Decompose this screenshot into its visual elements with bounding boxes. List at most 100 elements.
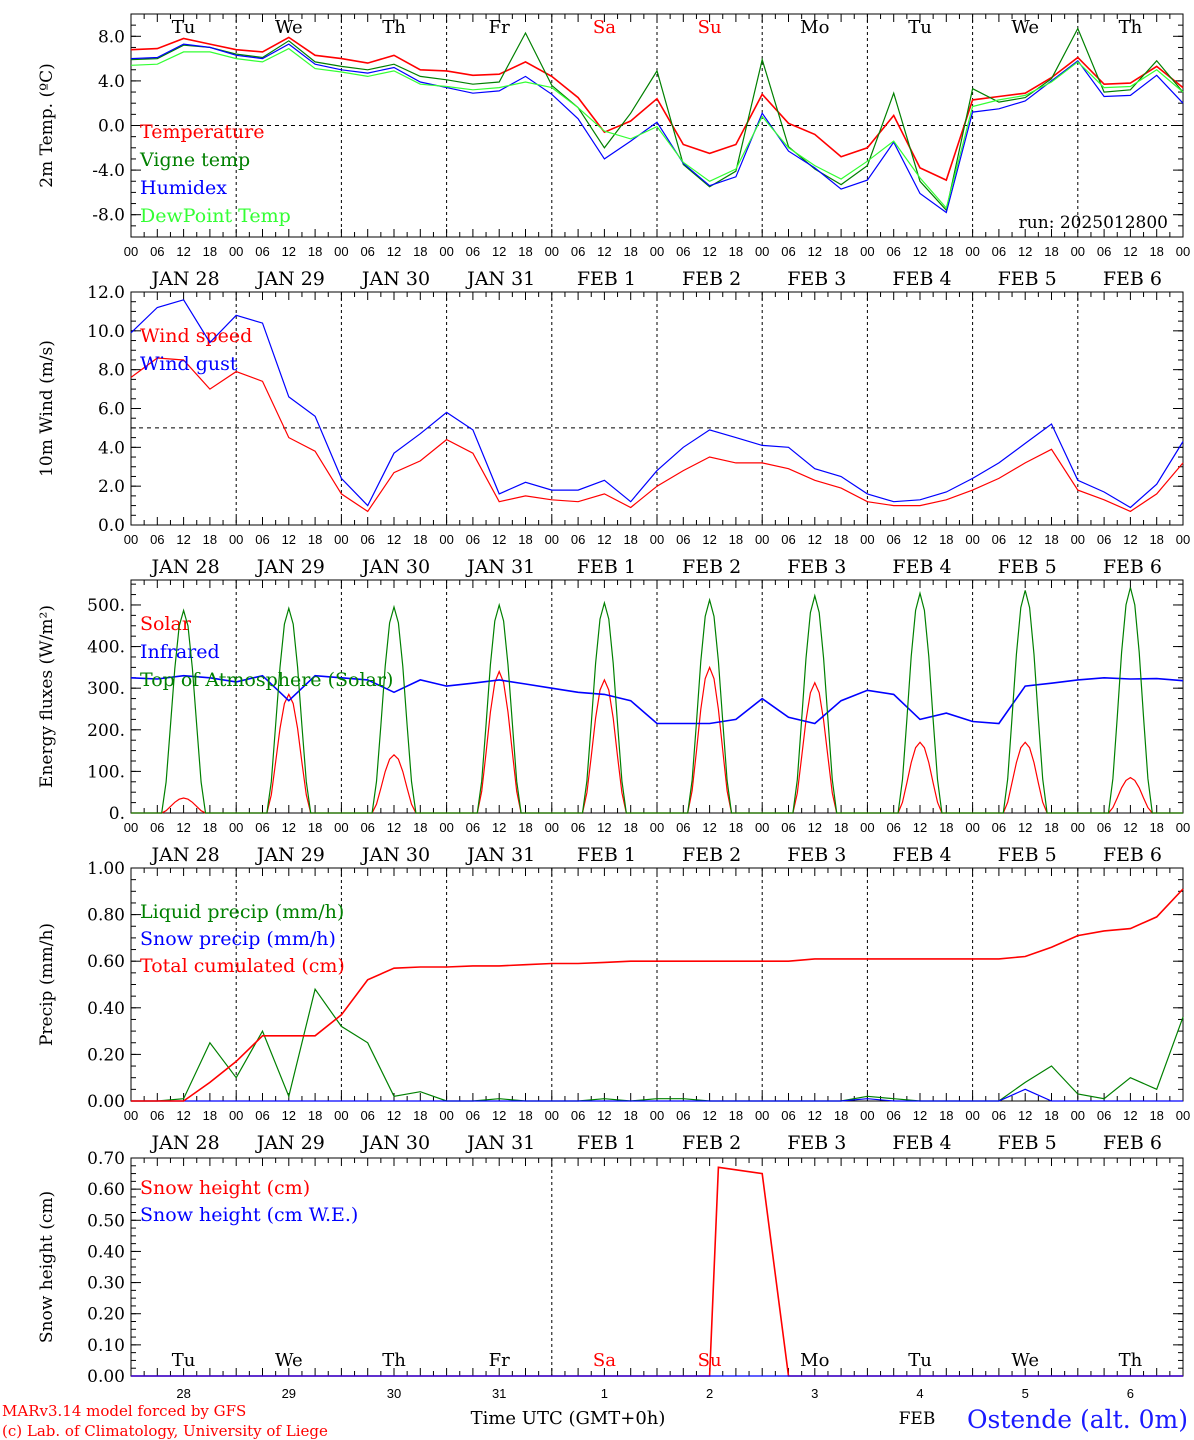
month-label: FEB <box>899 1409 936 1429</box>
hour-label: 06 <box>360 532 374 547</box>
hour-label: 06 <box>1097 244 1111 259</box>
day-number-label: 3 <box>811 1386 818 1401</box>
hour-label: 12 <box>1123 1108 1137 1123</box>
y-tick-label: 200. <box>87 721 125 741</box>
hour-label: 12 <box>176 1108 190 1123</box>
hour-label: 00 <box>755 820 769 835</box>
hour-label: 06 <box>466 1108 480 1123</box>
hour-label: 18 <box>729 532 743 547</box>
date-label: JAN 29 <box>255 1132 325 1154</box>
y-tick-label: 8.0 <box>98 361 125 381</box>
series-line-infrared <box>130 674 1184 725</box>
date-label: JAN 30 <box>360 556 430 578</box>
hour-label: 12 <box>282 1108 296 1123</box>
y-tick-label: -8.0 <box>92 206 125 226</box>
hour-label: 12 <box>702 1108 716 1123</box>
hour-label: 06 <box>886 532 900 547</box>
date-label: FEB 4 <box>892 268 951 290</box>
hour-label: 12 <box>492 820 506 835</box>
hour-label: 00 <box>545 1108 559 1123</box>
weekday-label: Mo <box>800 1350 829 1371</box>
y-tick-label: 0.00 <box>87 1367 125 1387</box>
date-label: FEB 2 <box>682 268 741 290</box>
series-line-wind-gust <box>130 299 1184 509</box>
hour-label: 00 <box>650 244 664 259</box>
hour-label: 18 <box>413 1108 427 1123</box>
hour-label: 06 <box>781 1108 795 1123</box>
hour-label: 18 <box>203 1108 217 1123</box>
y-tick-label: 0.60 <box>87 952 125 972</box>
hour-label: 00 <box>1071 532 1085 547</box>
hour-label: 12 <box>492 244 506 259</box>
hour-label: 12 <box>913 244 927 259</box>
hour-label: 00 <box>755 244 769 259</box>
hour-label: 06 <box>1097 820 1111 835</box>
y-tick-label: 10.0 <box>87 322 125 342</box>
date-label: FEB 1 <box>577 1132 636 1154</box>
hour-label: 18 <box>939 820 953 835</box>
hour-label: 06 <box>676 244 690 259</box>
legend-entry: Liquid precip (mm/h) <box>140 901 344 923</box>
date-label: JAN 29 <box>255 844 325 866</box>
day-number-label: 28 <box>176 1386 190 1401</box>
hour-label: 12 <box>492 1108 506 1123</box>
y-tick-label: 0.80 <box>87 906 125 926</box>
y-tick-label: 400. <box>87 638 125 658</box>
hour-label: 06 <box>466 532 480 547</box>
date-label: JAN 28 <box>150 556 220 578</box>
date-label: JAN 30 <box>360 268 430 290</box>
hour-label: 00 <box>965 532 979 547</box>
hour-label: 06 <box>571 532 585 547</box>
y-tick-label: 4.0 <box>98 72 125 92</box>
hour-label: 00 <box>1071 1108 1085 1123</box>
hour-label: 18 <box>1149 1108 1163 1123</box>
hour-label: 06 <box>781 532 795 547</box>
panel-3: 500. 400. 300. 200. 100. 0. Energy fluxes (W/m… <box>37 579 1190 866</box>
hour-label: 06 <box>150 532 164 547</box>
y-tick-label: 4.0 <box>98 438 125 458</box>
hour-label: 06 <box>150 244 164 259</box>
hour-label: 00 <box>965 820 979 835</box>
y-axis-label: Precip (mm/h) <box>37 923 57 1046</box>
date-label: FEB 4 <box>892 1132 951 1154</box>
date-label: FEB 1 <box>577 556 636 578</box>
hour-label: 12 <box>597 532 611 547</box>
hour-label: 12 <box>1018 820 1032 835</box>
y-tick-label: 0.20 <box>87 1045 125 1065</box>
hour-label: 18 <box>1149 244 1163 259</box>
date-label: FEB 6 <box>1103 268 1162 290</box>
y-tick-label: 1.00 <box>87 859 125 879</box>
series-line-total-cumulated-cm- <box>131 888 1184 1102</box>
hour-label: 00 <box>124 532 138 547</box>
date-label: JAN 28 <box>150 268 220 290</box>
series-line-vigne-temp <box>130 27 1184 212</box>
y-tick-label: 0.30 <box>87 1274 125 1294</box>
hour-label: 18 <box>834 820 848 835</box>
hour-label: 12 <box>492 532 506 547</box>
hour-label: 00 <box>334 820 348 835</box>
hour-label: 18 <box>729 820 743 835</box>
series-line-wind-speed <box>130 357 1184 513</box>
hour-label: 00 <box>334 1108 348 1123</box>
date-label: JAN 28 <box>150 844 220 866</box>
hour-label: 18 <box>623 532 637 547</box>
hour-label: 12 <box>702 532 716 547</box>
hour-label: 12 <box>282 532 296 547</box>
weekday-label: Sa <box>593 1350 616 1371</box>
date-label: JAN 30 <box>360 844 430 866</box>
y-tick-label: 0.20 <box>87 1305 125 1325</box>
hour-label: 00 <box>650 1108 664 1123</box>
hour-label: 12 <box>597 244 611 259</box>
hour-label: 06 <box>255 820 269 835</box>
hour-label: 00 <box>229 1108 243 1123</box>
hour-label: 18 <box>518 244 532 259</box>
legend-entry: Temperature <box>140 121 264 143</box>
run-label: run: 2025012800 <box>1019 213 1168 233</box>
hour-label: 18 <box>308 244 322 259</box>
weekday-label: Fr <box>489 17 510 38</box>
hour-label: 00 <box>1071 244 1085 259</box>
y-tick-label: 0.40 <box>87 1242 125 1262</box>
y-tick-label: 0.00 <box>87 1092 125 1112</box>
hour-label: 12 <box>282 244 296 259</box>
day-number-label: 1 <box>601 1386 608 1401</box>
